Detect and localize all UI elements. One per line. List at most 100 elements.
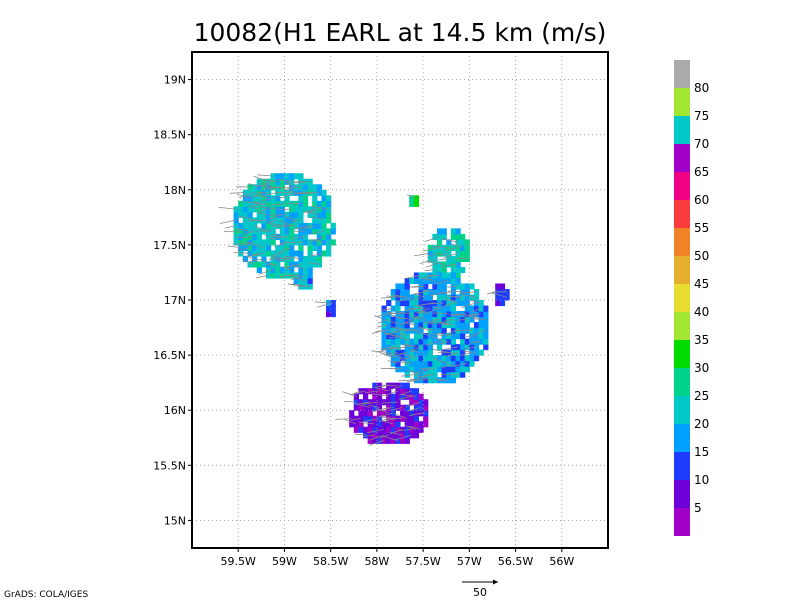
wind-vector	[422, 289, 435, 293]
wind-cell	[423, 322, 429, 329]
wind-cell	[321, 228, 327, 235]
wind-cell	[436, 228, 443, 235]
wind-cell	[450, 244, 457, 251]
wind-cell	[436, 355, 443, 362]
wind-cell	[400, 382, 406, 389]
wind-cell	[441, 288, 447, 296]
wind-cell	[275, 261, 281, 268]
wind-cell	[478, 327, 484, 334]
wind-cell	[261, 228, 267, 235]
wind-cell	[265, 222, 272, 229]
wind-cell	[427, 377, 433, 384]
wind-vector	[443, 318, 454, 323]
colorbar-swatch	[674, 228, 690, 256]
wind-cell	[302, 184, 309, 191]
wind-cell	[238, 250, 244, 257]
wind-cell	[289, 233, 295, 240]
wind-vector	[425, 263, 435, 268]
wind-cell	[289, 250, 295, 257]
wind-vector	[398, 429, 412, 431]
wind-cell	[298, 272, 304, 279]
wind-cell	[321, 189, 327, 196]
wind-cell	[427, 338, 433, 345]
wind-cell	[381, 421, 387, 428]
colorbar-swatch	[674, 88, 690, 116]
wind-cell	[409, 294, 415, 301]
wind-cell	[478, 349, 484, 356]
colorbar-label: 65	[694, 165, 709, 179]
wind-cell	[460, 233, 466, 240]
wind-cell	[404, 415, 410, 422]
wind-cell	[460, 333, 466, 340]
wind-cell	[460, 288, 466, 296]
wind-cell	[330, 222, 336, 229]
wind-cell	[307, 277, 313, 285]
wind-cell	[418, 421, 424, 428]
wind-cell	[404, 371, 410, 378]
wind-cell	[450, 305, 457, 312]
wind-cell	[404, 277, 410, 285]
wind-cell	[400, 349, 406, 356]
wind-cell	[256, 228, 262, 235]
wind-cell	[270, 200, 276, 207]
wind-cell	[381, 311, 387, 318]
wind-cell	[495, 283, 501, 290]
wind-cell	[409, 399, 415, 406]
wind-cell	[460, 266, 466, 274]
wind-vector	[381, 346, 398, 352]
wind-vector	[419, 258, 435, 265]
wind-cell	[469, 349, 475, 356]
wind-cell	[436, 311, 443, 318]
wind-cell	[413, 410, 420, 417]
wind-vector	[401, 359, 412, 364]
wind-cell	[441, 261, 447, 268]
wind-cell	[473, 355, 480, 362]
wind-cell	[247, 239, 253, 246]
wind-cell	[446, 322, 452, 329]
wind-cell	[265, 217, 272, 224]
wind-vector	[442, 263, 458, 267]
wind-cell	[450, 272, 457, 279]
wind-cell	[312, 228, 318, 235]
wind-cell	[423, 311, 429, 318]
wind-cell	[381, 426, 387, 433]
wind-cell	[483, 316, 489, 323]
wind-vector	[389, 335, 403, 339]
wind-cell	[289, 244, 295, 251]
x-tick-label: 59.5W	[221, 555, 256, 568]
wind-cell	[409, 366, 415, 373]
wind-cell	[427, 311, 433, 318]
wind-cell	[293, 250, 299, 257]
y-axis: 15N 15.5N 16N 16.5N 17N 17.5N 18N 18.5N 19N	[153, 74, 192, 527]
wind-vector	[377, 387, 389, 392]
wind-cell	[312, 200, 318, 207]
wind-cell	[395, 316, 401, 323]
wind-cell	[302, 200, 309, 207]
wind-cell	[427, 316, 433, 323]
wind-cell	[242, 200, 249, 207]
wind-cell	[307, 244, 313, 251]
wind-vector	[406, 407, 421, 412]
wind-vector	[461, 293, 477, 298]
wind-cell	[242, 211, 249, 218]
y-tick-label: 16.5N	[153, 349, 186, 362]
wind-cell	[284, 266, 290, 274]
wind-cell	[390, 294, 396, 301]
wind-cell	[381, 316, 387, 323]
wind-cell	[275, 173, 281, 180]
wind-vector	[442, 346, 458, 350]
wind-cell	[321, 250, 327, 257]
wind-vector	[460, 352, 472, 356]
wind-cell	[279, 217, 286, 224]
wind-cell	[386, 382, 392, 389]
wind-cell	[418, 327, 424, 334]
wind-cell	[404, 327, 410, 334]
wind-vector	[447, 285, 458, 288]
wind-vector	[377, 318, 389, 324]
wind-cell	[312, 239, 318, 246]
wind-cell	[390, 426, 396, 433]
wind-cell	[386, 410, 392, 417]
wind-cell	[247, 228, 253, 235]
wind-cell	[400, 300, 406, 307]
wind-vector	[317, 302, 334, 308]
